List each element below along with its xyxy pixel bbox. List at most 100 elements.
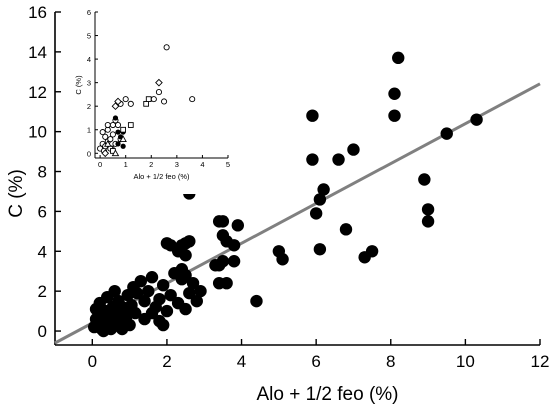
data-point [183, 235, 196, 248]
inset-point-open-circle [161, 98, 168, 105]
data-point [332, 153, 345, 166]
inset-point-open-circle [150, 96, 157, 103]
inset-x-tick-label: 5 [226, 160, 230, 169]
data-point [123, 318, 136, 332]
inset-point-open-circle [155, 89, 162, 96]
inset-point-open-circle [109, 131, 116, 138]
data-point [250, 294, 263, 308]
data-point [160, 304, 174, 318]
data-point [365, 245, 379, 258]
inset-point-open-diamond [101, 149, 110, 158]
y-axis-title: C (%) [6, 169, 27, 218]
inset-point-open-triangle [104, 139, 112, 147]
inset-x-tick-label: 1 [124, 160, 128, 169]
inset-x-tick-label: 0 [98, 160, 102, 169]
inset-point-filled-circle [115, 141, 121, 147]
data-point [156, 318, 170, 332]
x-tick-label: 8 [386, 352, 395, 371]
inset-point-open-diamond [111, 102, 120, 111]
data-point [156, 278, 170, 292]
data-point [347, 143, 360, 156]
data-point [306, 153, 319, 166]
y-tick-label: 14 [28, 43, 47, 62]
data-point [220, 276, 233, 290]
regression-line [54, 82, 541, 345]
data-point [306, 109, 319, 122]
y-tick-label: 8 [38, 163, 47, 182]
data-point [216, 215, 230, 228]
inset-y-tick-label: 5 [87, 32, 91, 41]
y-tick-label: 10 [28, 123, 47, 142]
data-point [313, 193, 327, 206]
data-point [183, 286, 196, 300]
data-point [89, 302, 103, 316]
data-point [388, 87, 401, 100]
data-point [421, 215, 435, 228]
inset-plot: 0 1 2 3 4 5 6 0 1 2 3 4 5 Alo + 1/2 feo (%) C (%) [67, 8, 240, 194]
data-point [440, 127, 453, 140]
data-point [421, 203, 435, 216]
data-point [317, 183, 330, 196]
data-point [104, 322, 118, 336]
data-point [216, 255, 230, 268]
data-point [470, 113, 483, 126]
inset-y-tick-label: 3 [87, 79, 91, 88]
data-point [108, 284, 121, 298]
x-tick-label: 0 [88, 352, 97, 371]
data-point [227, 255, 241, 268]
y-tick-label: 0 [38, 322, 47, 341]
data-point [190, 294, 203, 308]
data-point [179, 302, 192, 316]
y-tick-label: 16 [28, 3, 47, 22]
y-tick-label: 12 [28, 83, 47, 102]
x-tick-label: 10 [456, 352, 475, 371]
data-point [339, 223, 353, 236]
inset-point-open-triangle [111, 149, 120, 157]
inset-x-tick-label: 2 [149, 160, 153, 169]
inset-point-open-circle [104, 121, 111, 129]
data-point [231, 219, 245, 232]
inset-point-open-square [145, 96, 152, 102]
inset-point-open-circle [99, 129, 106, 136]
inset-x-axis-title: Alo + 1/2 feo (%) [133, 172, 190, 181]
data-point [145, 271, 159, 284]
inset-point-open-square [120, 126, 126, 133]
data-point [142, 284, 155, 298]
data-point [145, 306, 159, 320]
x-tick-label: 6 [311, 352, 320, 371]
x-tick-label: 2 [162, 352, 171, 371]
data-point [130, 286, 144, 300]
x-tick-label: 12 [531, 352, 550, 371]
inset-point-open-diamond [155, 78, 163, 87]
inset-y-tick-label: 6 [87, 8, 91, 17]
x-tick-label: 4 [237, 352, 246, 371]
data-point [388, 109, 401, 122]
data-point [179, 269, 192, 282]
data-point [164, 288, 177, 302]
inset-point-filled-circle [120, 143, 126, 149]
data-point [309, 207, 323, 220]
x-axis-title: Alo + 1/2 feo (%) [256, 384, 398, 405]
data-point [179, 249, 192, 262]
data-point [392, 51, 405, 65]
inset-y-tick-label: 4 [87, 55, 91, 64]
inset-x-tick-label: 4 [200, 160, 204, 169]
data-point [227, 239, 241, 252]
inset-point-open-diamond [114, 97, 122, 106]
inset-point-open-circle [122, 96, 129, 103]
data-point [186, 276, 200, 290]
inset-point-open-circle [102, 133, 109, 140]
y-tick-label: 4 [38, 242, 47, 261]
inset-point-open-square [143, 100, 150, 107]
data-point [129, 306, 142, 320]
inset-point-filled-circle [115, 129, 121, 135]
data-point [138, 294, 151, 308]
data-point [276, 253, 289, 266]
data-point [153, 292, 166, 306]
inset-point-filled-circle [112, 115, 119, 121]
inset-x-tick-label: 3 [175, 160, 179, 169]
inset-point-open-triangle [119, 135, 127, 143]
data-point [134, 274, 148, 288]
data-point [418, 173, 431, 186]
